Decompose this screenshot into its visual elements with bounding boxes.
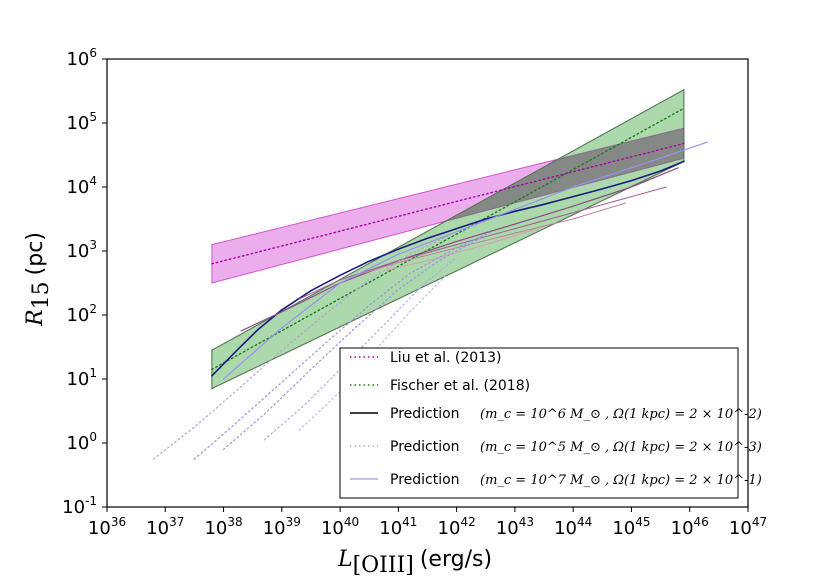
legend-math: (m_c = 10^6 M_⊙ , Ω(1 kpc) = 2 × 10^-2) <box>480 407 762 422</box>
x-tick-label: 1046 <box>671 515 709 539</box>
x-axis-ticks: 1036 1037 1038 1039 1040 1041 1042 1043 1044 1045… <box>88 507 767 539</box>
series-line-4 <box>298 186 667 300</box>
legend-label: Liu et al. (2013) <box>390 350 502 366</box>
legend-label: Prediction <box>390 472 460 488</box>
y-tick-label: 102 <box>66 302 97 326</box>
series-line-0 <box>211 142 685 265</box>
legend-label: Prediction <box>390 406 460 422</box>
series-line-9 <box>193 231 493 460</box>
y-axis-label: R15(pc) <box>23 232 54 327</box>
x-tick-label: 1036 <box>88 515 126 539</box>
x-tick-label: 1047 <box>729 515 767 539</box>
y-tick-label: 100 <box>66 430 97 454</box>
series-line-3 <box>240 167 679 332</box>
y-tick-label: 106 <box>66 46 97 70</box>
x-tick-label: 1037 <box>146 515 184 539</box>
series-line-11 <box>263 256 458 441</box>
series-line-12 <box>298 276 446 431</box>
legend-label: Fischer et al. (2018) <box>390 378 530 394</box>
y-tick-label: 105 <box>66 110 97 134</box>
y-tick-label: 103 <box>66 238 97 262</box>
series-line-6 <box>386 228 539 271</box>
x-tick-label: 1038 <box>204 515 242 539</box>
legend-math: (m_c = 10^7 M_⊙ , Ω(1 kpc) = 2 × 10^-1) <box>480 473 762 488</box>
series-line-8 <box>153 231 458 460</box>
x-tick-label: 1045 <box>612 515 650 539</box>
y-tick-label: 101 <box>66 366 97 390</box>
y-axis-ticks: 10-1 100 101 102 103 104 105 106 <box>62 46 107 518</box>
legend-label: Prediction <box>390 439 460 455</box>
y-tick-label: 10-1 <box>62 494 97 518</box>
x-tick-label: 1039 <box>263 515 301 539</box>
legend-box <box>339 347 739 499</box>
x-axis-label: L[OIII] (erg/s) <box>337 547 492 578</box>
data-series <box>153 107 708 460</box>
series-line-5 <box>351 202 627 278</box>
x-tick-label: 1043 <box>496 515 534 539</box>
legend-math: (m_c = 10^5 M_⊙ , Ω(1 kpc) = 2 × 10^-3) <box>480 440 762 455</box>
x-tick-label: 1042 <box>438 515 476 539</box>
plot-frame <box>106 58 749 508</box>
x-tick-label: 1044 <box>554 515 592 539</box>
band-overlap <box>447 128 684 221</box>
legend: Liu et al. (2013) Fischer et al. (2018) Pr… <box>339 347 762 499</box>
series-line-7 <box>222 141 708 380</box>
x-tick-label: 1041 <box>379 515 417 539</box>
series-line-1 <box>211 107 685 371</box>
x-tick-label: 1040 <box>321 515 359 539</box>
series-line-10 <box>222 237 481 450</box>
y-tick-label: 104 <box>66 174 97 198</box>
